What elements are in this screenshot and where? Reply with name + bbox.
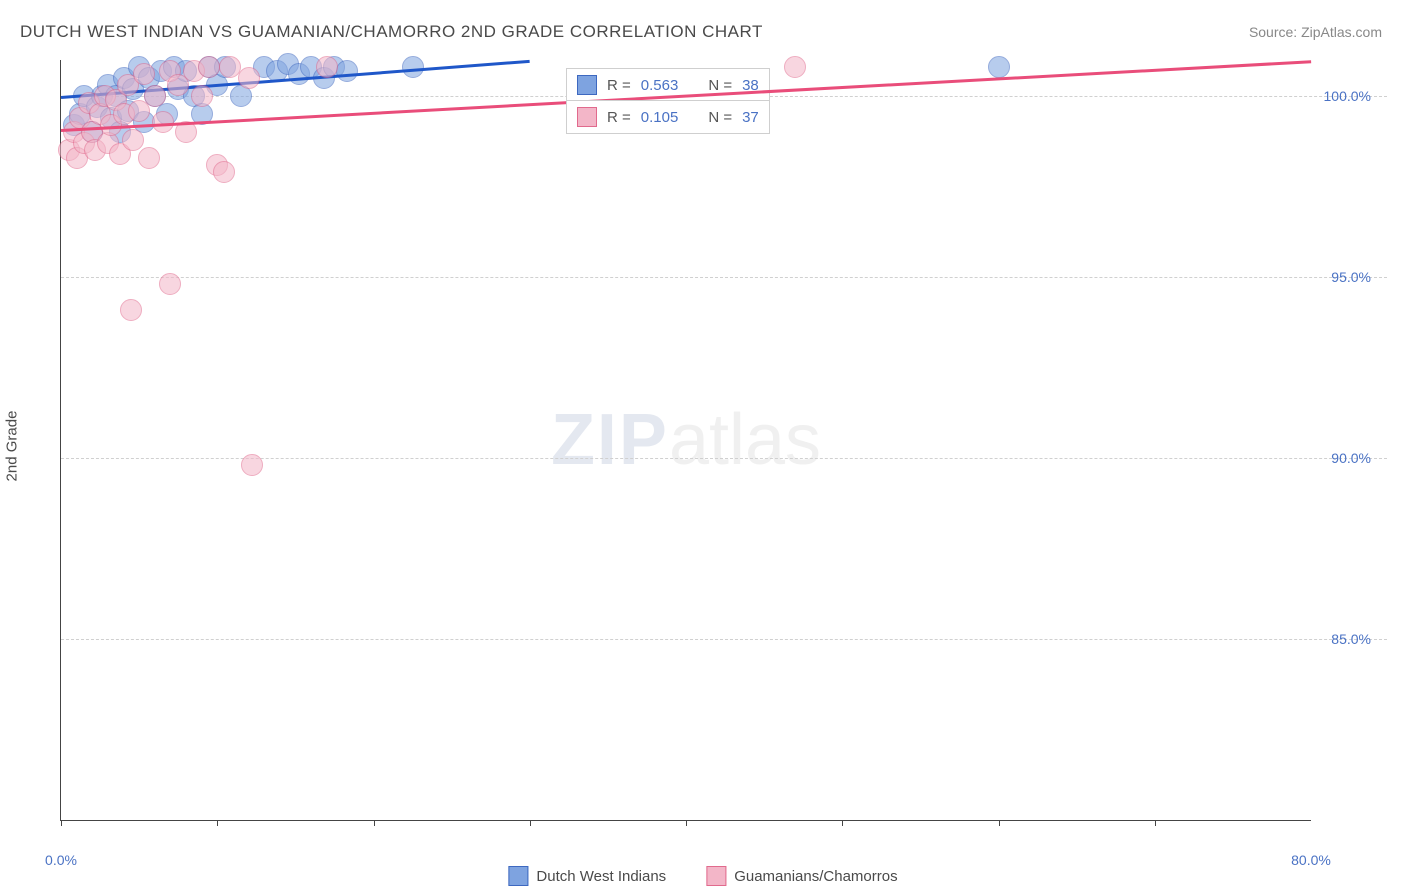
watermark: ZIPatlas (551, 399, 821, 481)
y-tick-label: 95.0% (1316, 269, 1371, 285)
stat-r-value-dutch: 0.563 (641, 77, 679, 94)
x-tick (842, 820, 843, 826)
legend-swatch-dutch (508, 866, 528, 886)
data-point-guam (159, 273, 181, 295)
chart-title: DUTCH WEST INDIAN VS GUAMANIAN/CHAMORRO … (20, 22, 763, 42)
x-tick (999, 820, 1000, 826)
x-tick (374, 820, 375, 826)
stat-r-label: R = (607, 109, 631, 126)
data-point-guam (122, 129, 144, 151)
x-tick (61, 820, 62, 826)
stats-swatch-dutch (577, 75, 597, 95)
legend-item-guam: Guamanians/Chamorros (706, 866, 897, 886)
y-tick-label: 90.0% (1316, 450, 1371, 466)
data-point-guam (784, 56, 806, 78)
x-tick (1155, 820, 1156, 826)
x-tick (530, 820, 531, 826)
x-tick-label: 80.0% (1291, 852, 1331, 868)
data-point-guam (120, 299, 142, 321)
data-point-guam (138, 147, 160, 169)
y-tick-label: 85.0% (1316, 631, 1371, 647)
source-attribution: Source: ZipAtlas.com (1249, 24, 1382, 40)
correlation-scatter-chart: ZIPatlas 85.0%90.0%95.0%100.0%0.0%80.0%R… (60, 60, 1386, 820)
data-point-dutch (336, 60, 358, 82)
data-point-guam (198, 56, 220, 78)
y-axis-label: 2nd Grade (4, 411, 21, 482)
watermark-atlas: atlas (669, 400, 821, 480)
data-point-guam (241, 454, 263, 476)
data-point-guam (191, 85, 213, 107)
legend-item-dutch: Dutch West Indians (508, 866, 666, 886)
gridline-h (61, 277, 1387, 278)
data-point-guam (144, 85, 166, 107)
stat-r-label: R = (607, 77, 631, 94)
stat-n-label: N = (708, 77, 732, 94)
x-tick-label: 0.0% (45, 852, 77, 868)
data-point-guam (213, 161, 235, 183)
legend-label-guam: Guamanians/Chamorros (734, 868, 897, 885)
y-tick-label: 100.0% (1316, 88, 1371, 104)
stat-r-value-guam: 0.105 (641, 109, 679, 126)
gridline-h (61, 639, 1387, 640)
stats-swatch-guam (577, 107, 597, 127)
data-point-guam (133, 63, 155, 85)
plot-area: ZIPatlas 85.0%90.0%95.0%100.0%0.0%80.0%R… (60, 60, 1311, 821)
data-point-dutch (988, 56, 1010, 78)
legend-swatch-guam (706, 866, 726, 886)
legend: Dutch West Indians Guamanians/Chamorros (508, 866, 897, 886)
x-tick (217, 820, 218, 826)
data-point-guam (152, 111, 174, 133)
stats-box-guam: R = 0.105 N = 37 (566, 100, 770, 134)
data-point-guam (238, 67, 260, 89)
x-tick (686, 820, 687, 826)
watermark-zip: ZIP (551, 400, 669, 480)
stat-n-value-guam: 37 (742, 109, 759, 126)
legend-label-dutch: Dutch West Indians (536, 868, 666, 885)
data-point-guam (316, 56, 338, 78)
stat-n-label: N = (708, 109, 732, 126)
